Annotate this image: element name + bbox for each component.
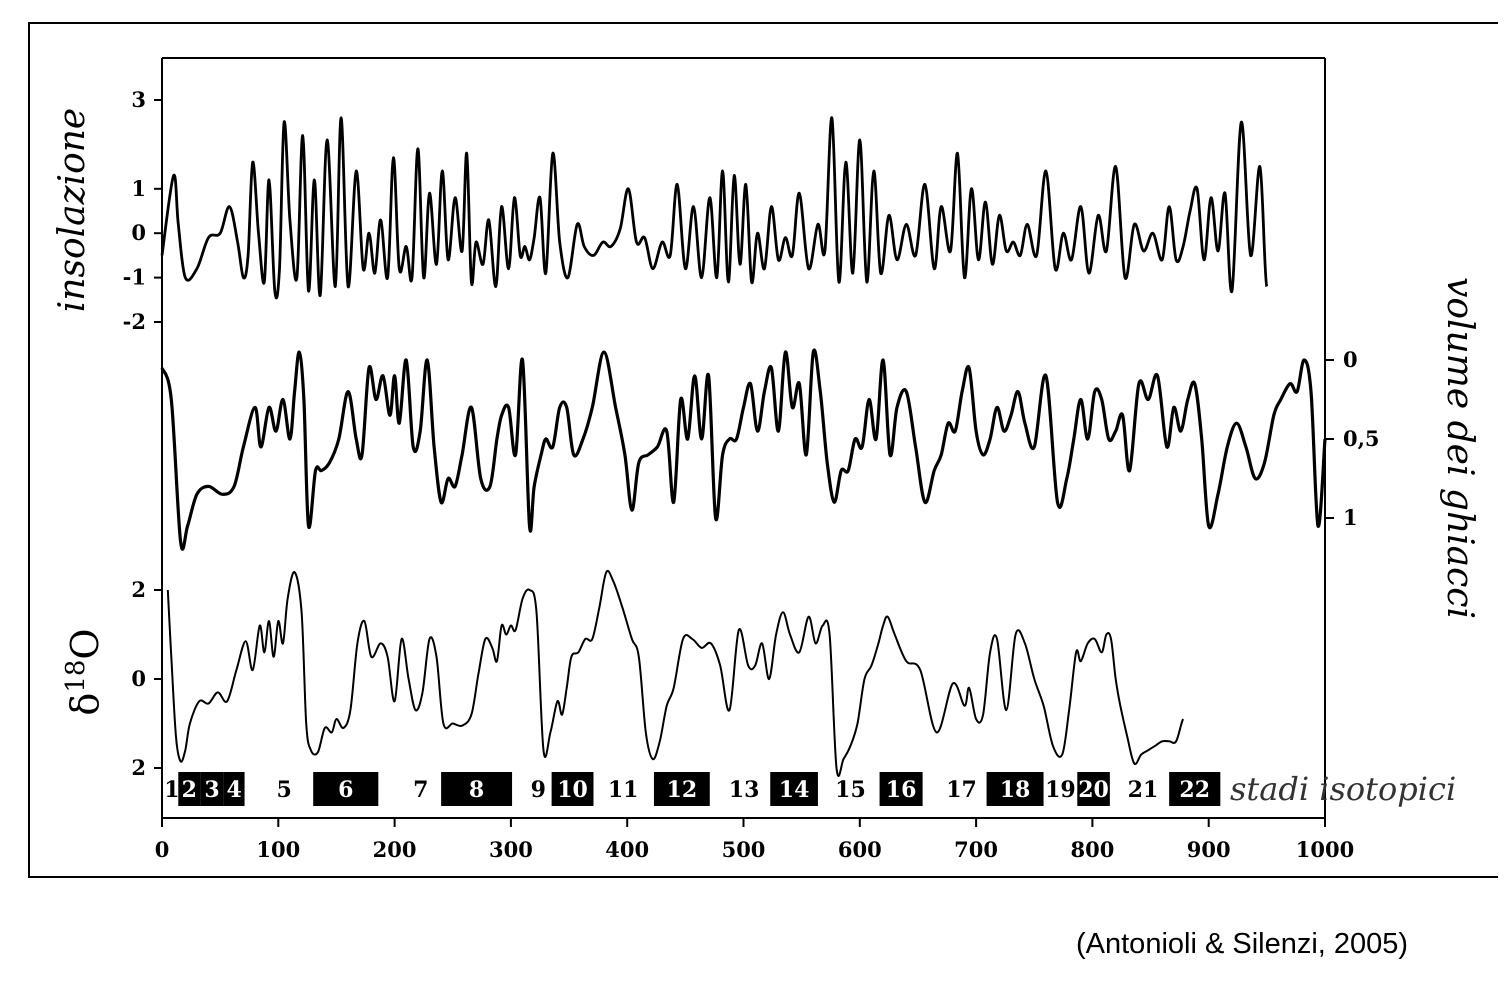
x-tick-label: 800 (1070, 837, 1114, 862)
x-tick-label: 500 (722, 837, 766, 862)
x-tick-label: 700 (954, 837, 998, 862)
stage-box (879, 772, 923, 806)
delta18O-axis-label-text: δ18O (61, 628, 107, 715)
stage-label: 20 (1078, 777, 1109, 803)
stage-label: 14 (779, 777, 810, 803)
stage-label: 16 (886, 777, 917, 803)
isotopic-stages: 1 2 3 4 5 6 7 8 9 10 11 12 13 14 15 16 17 18 19 20 21 22 stadi… (164, 770, 1456, 808)
series-lines (160, 116, 1327, 777)
x-tick-label: 100 (256, 837, 300, 862)
left-tick-label: 3 (131, 87, 146, 112)
stages-title: stadi isotopici (1230, 770, 1456, 808)
x-tick-label: 200 (373, 837, 417, 862)
stage-box (178, 772, 201, 806)
citation: (Antonioli & Silenzi, 2005) (1076, 928, 1409, 960)
x-axis-ticks: 0 100 200 300 400 500 600 700 800 900 1000 (155, 818, 1354, 862)
figure-frame (28, 22, 1498, 878)
left-tick-label: 2 (131, 755, 146, 780)
stage-label: 15 (835, 777, 866, 803)
stage-box (313, 772, 379, 806)
left-tick-label: 1 (131, 176, 146, 201)
stage-box (770, 772, 818, 806)
insolation-series-line (160, 116, 1269, 300)
left-tick-label: 2 (131, 577, 146, 602)
plot-frame (161, 57, 1326, 819)
stage-label: 3 (204, 777, 219, 803)
insolation-axis-label: insolazione (52, 108, 93, 312)
stage-label: 1 (164, 777, 179, 803)
ice-volume-axis-label: volume dei ghiacci (1439, 277, 1480, 619)
stage-box (441, 772, 513, 806)
right-tick-label: 1 (1343, 505, 1358, 530)
x-tick-label: 300 (489, 837, 533, 862)
stage-label: 10 (557, 777, 588, 803)
stage-box (200, 772, 224, 806)
stage-label: 2 (182, 777, 197, 803)
stage-label: 4 (226, 777, 241, 803)
left-tick-label: -2 (123, 309, 146, 334)
stage-label: 22 (1179, 777, 1210, 803)
stage-box (1077, 772, 1110, 806)
stage-label: 8 (469, 777, 484, 803)
stage-label: 7 (413, 777, 428, 803)
ice-volume-series-line (160, 348, 1327, 551)
x-tick-label: 900 (1187, 837, 1231, 862)
stage-label: 21 (1128, 777, 1159, 803)
delta18O-series-line (166, 569, 1185, 777)
stage-label: 17 (946, 777, 977, 803)
right-tick-label: 0 (1343, 347, 1358, 372)
right-tick-label: 0,5 (1343, 426, 1380, 451)
left-tick-label: 0 (131, 220, 146, 245)
stage-label: 5 (276, 777, 291, 803)
left-axis-ticks: 3 1 0 -1 -2 2 0 2 (123, 87, 162, 780)
stage-label: 12 (667, 777, 698, 803)
right-axis-ticks: 00,51 (1325, 347, 1380, 530)
x-tick-label: 0 (155, 837, 170, 862)
stage-label: 9 (531, 777, 546, 803)
stage-label: 19 (1045, 777, 1076, 803)
stage-box (986, 772, 1044, 806)
stage-label: 13 (729, 777, 760, 803)
stage-label: 11 (608, 777, 639, 803)
stage-label: 18 (1000, 777, 1031, 803)
x-tick-label: 600 (838, 837, 882, 862)
stage-box (551, 772, 594, 806)
stage-label: 6 (338, 777, 353, 803)
x-tick-label: 1000 (1296, 837, 1354, 862)
stage-box (653, 772, 710, 806)
left-tick-label: 0 (131, 666, 146, 691)
stage-box (223, 772, 245, 806)
stage-box (1169, 772, 1221, 806)
left-tick-label: -1 (123, 265, 146, 290)
x-tick-label: 400 (605, 837, 649, 862)
delta18O-axis-label: δ18O (61, 628, 107, 715)
